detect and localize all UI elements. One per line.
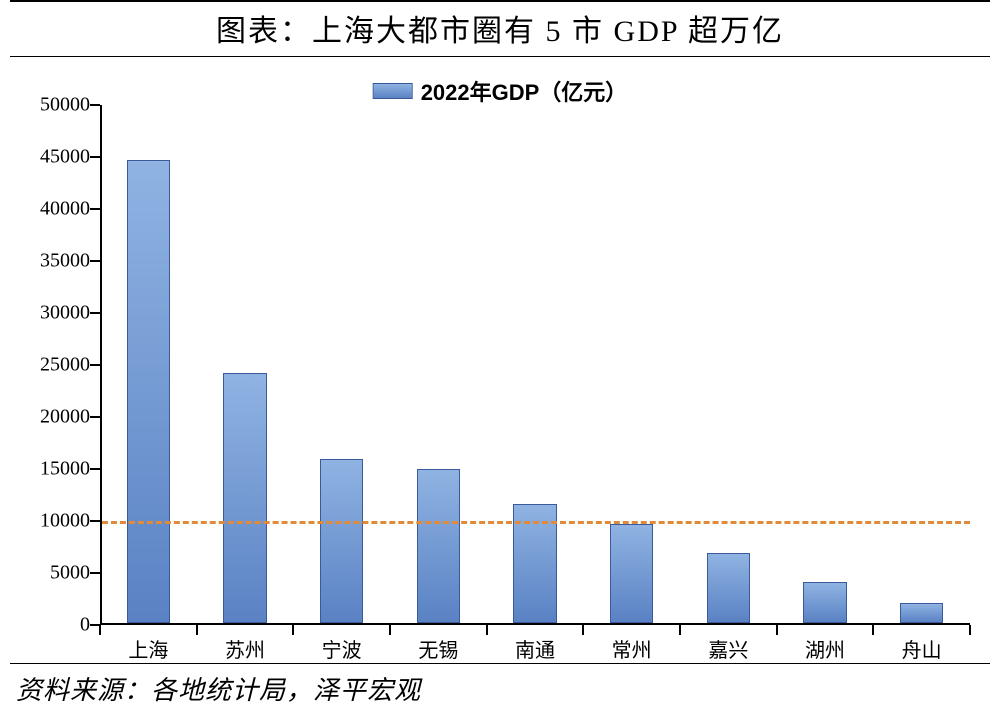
bar bbox=[610, 524, 654, 623]
x-tick bbox=[486, 625, 488, 635]
x-tick-label: 嘉兴 bbox=[708, 634, 748, 663]
chart-title: 图表：上海大都市圈有 5 市 GDP 超万亿 bbox=[216, 15, 784, 48]
source-text: 资料来源：各地统计局，泽平宏观 bbox=[16, 670, 1000, 707]
bar bbox=[320, 459, 364, 623]
y-tick-label: 10000 bbox=[22, 510, 90, 533]
x-tick bbox=[196, 625, 198, 635]
bar bbox=[900, 603, 944, 623]
y-tick-label: 20000 bbox=[22, 406, 90, 429]
x-tick bbox=[679, 625, 681, 635]
x-tick bbox=[969, 625, 971, 635]
y-tick-label: 5000 bbox=[22, 562, 90, 585]
chart-container: 图表：上海大都市圈有 5 市 GDP 超万亿 2022年GDP（亿元） 0500… bbox=[0, 0, 1000, 708]
bar bbox=[223, 373, 267, 623]
x-tick bbox=[292, 625, 294, 635]
y-axis bbox=[100, 105, 102, 625]
bar bbox=[417, 469, 461, 623]
bar bbox=[803, 582, 847, 623]
title-bar: 图表：上海大都市圈有 5 市 GDP 超万亿 bbox=[10, 0, 990, 57]
x-tick-label: 上海 bbox=[128, 634, 168, 663]
legend-swatch bbox=[373, 83, 413, 99]
x-tick bbox=[776, 625, 778, 635]
y-tick bbox=[90, 260, 100, 262]
x-tick-label: 常州 bbox=[612, 634, 652, 663]
y-tick bbox=[90, 104, 100, 106]
footer-divider bbox=[10, 663, 990, 664]
legend: 2022年GDP（亿元） bbox=[373, 75, 628, 107]
y-tick bbox=[90, 312, 100, 314]
y-tick bbox=[90, 468, 100, 470]
x-tick-label: 苏州 bbox=[225, 634, 265, 663]
reference-line bbox=[102, 521, 970, 524]
y-tick-label: 25000 bbox=[22, 354, 90, 377]
x-tick bbox=[582, 625, 584, 635]
y-tick-label: 40000 bbox=[22, 198, 90, 221]
y-tick bbox=[90, 520, 100, 522]
x-tick bbox=[389, 625, 391, 635]
x-tick-label: 宁波 bbox=[322, 634, 362, 663]
y-tick bbox=[90, 416, 100, 418]
x-tick bbox=[99, 625, 101, 635]
y-tick-label: 35000 bbox=[22, 250, 90, 273]
y-tick-label: 50000 bbox=[22, 94, 90, 117]
y-tick bbox=[90, 572, 100, 574]
y-tick-label: 45000 bbox=[22, 146, 90, 169]
y-tick-label: 30000 bbox=[22, 302, 90, 325]
x-axis bbox=[100, 623, 970, 625]
y-tick bbox=[90, 208, 100, 210]
x-tick bbox=[872, 625, 874, 635]
legend-label: 2022年GDP（亿元） bbox=[421, 75, 628, 107]
y-tick bbox=[90, 364, 100, 366]
x-tick-label: 舟山 bbox=[902, 634, 942, 663]
bar bbox=[707, 553, 751, 623]
y-tick bbox=[90, 156, 100, 158]
bar bbox=[127, 160, 171, 623]
y-tick-label: 15000 bbox=[22, 458, 90, 481]
y-tick-label: 0 bbox=[22, 614, 90, 637]
x-tick-label: 湖州 bbox=[805, 634, 845, 663]
chart-area: 2022年GDP（亿元） 050001000015000200002500030… bbox=[20, 75, 980, 655]
x-tick-label: 无锡 bbox=[418, 634, 458, 663]
plot-region: 0500010000150002000025000300003500040000… bbox=[100, 105, 970, 625]
x-tick-label: 南通 bbox=[515, 634, 555, 663]
